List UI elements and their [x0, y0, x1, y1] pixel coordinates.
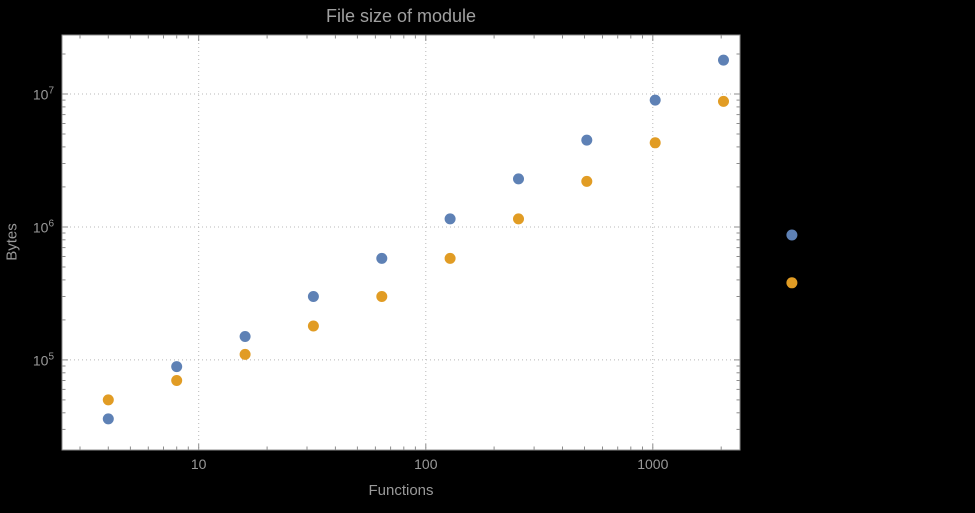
y-tick-label: 105 [32, 351, 54, 369]
data-point-blue [444, 213, 456, 225]
x-tick-label: 10 [190, 456, 207, 472]
x-tick-label: 100 [414, 456, 438, 472]
data-point-orange [376, 291, 388, 302]
data-point-blue [718, 54, 729, 66]
data-point-orange [718, 95, 729, 107]
data-point-blue [102, 413, 114, 425]
data-point-orange [307, 320, 319, 332]
data-point-orange [444, 252, 456, 264]
data-point-orange [102, 394, 114, 406]
y-tick-label: 106 [32, 218, 54, 236]
x-axis-label: Functions [368, 482, 434, 499]
plot-frame [61, 34, 741, 451]
data-point-blue [239, 331, 251, 342]
data-point-blue [649, 94, 661, 106]
y-tick-label: 107 [32, 85, 54, 103]
data-point-blue [171, 361, 183, 373]
data-point-orange [786, 277, 798, 289]
data-point-blue [376, 252, 388, 264]
data-point-orange [171, 375, 183, 386]
chart-title: File size of module [325, 6, 477, 26]
data-point-blue [513, 173, 524, 185]
data-point-orange [581, 175, 593, 187]
data-point-orange [649, 137, 661, 149]
data-point-orange [513, 213, 524, 225]
x-tick-label: 1000 [637, 456, 669, 472]
data-point-blue [307, 291, 319, 302]
data-point-blue [581, 134, 593, 146]
data-point-blue [786, 229, 798, 241]
data-point-orange [239, 348, 251, 360]
